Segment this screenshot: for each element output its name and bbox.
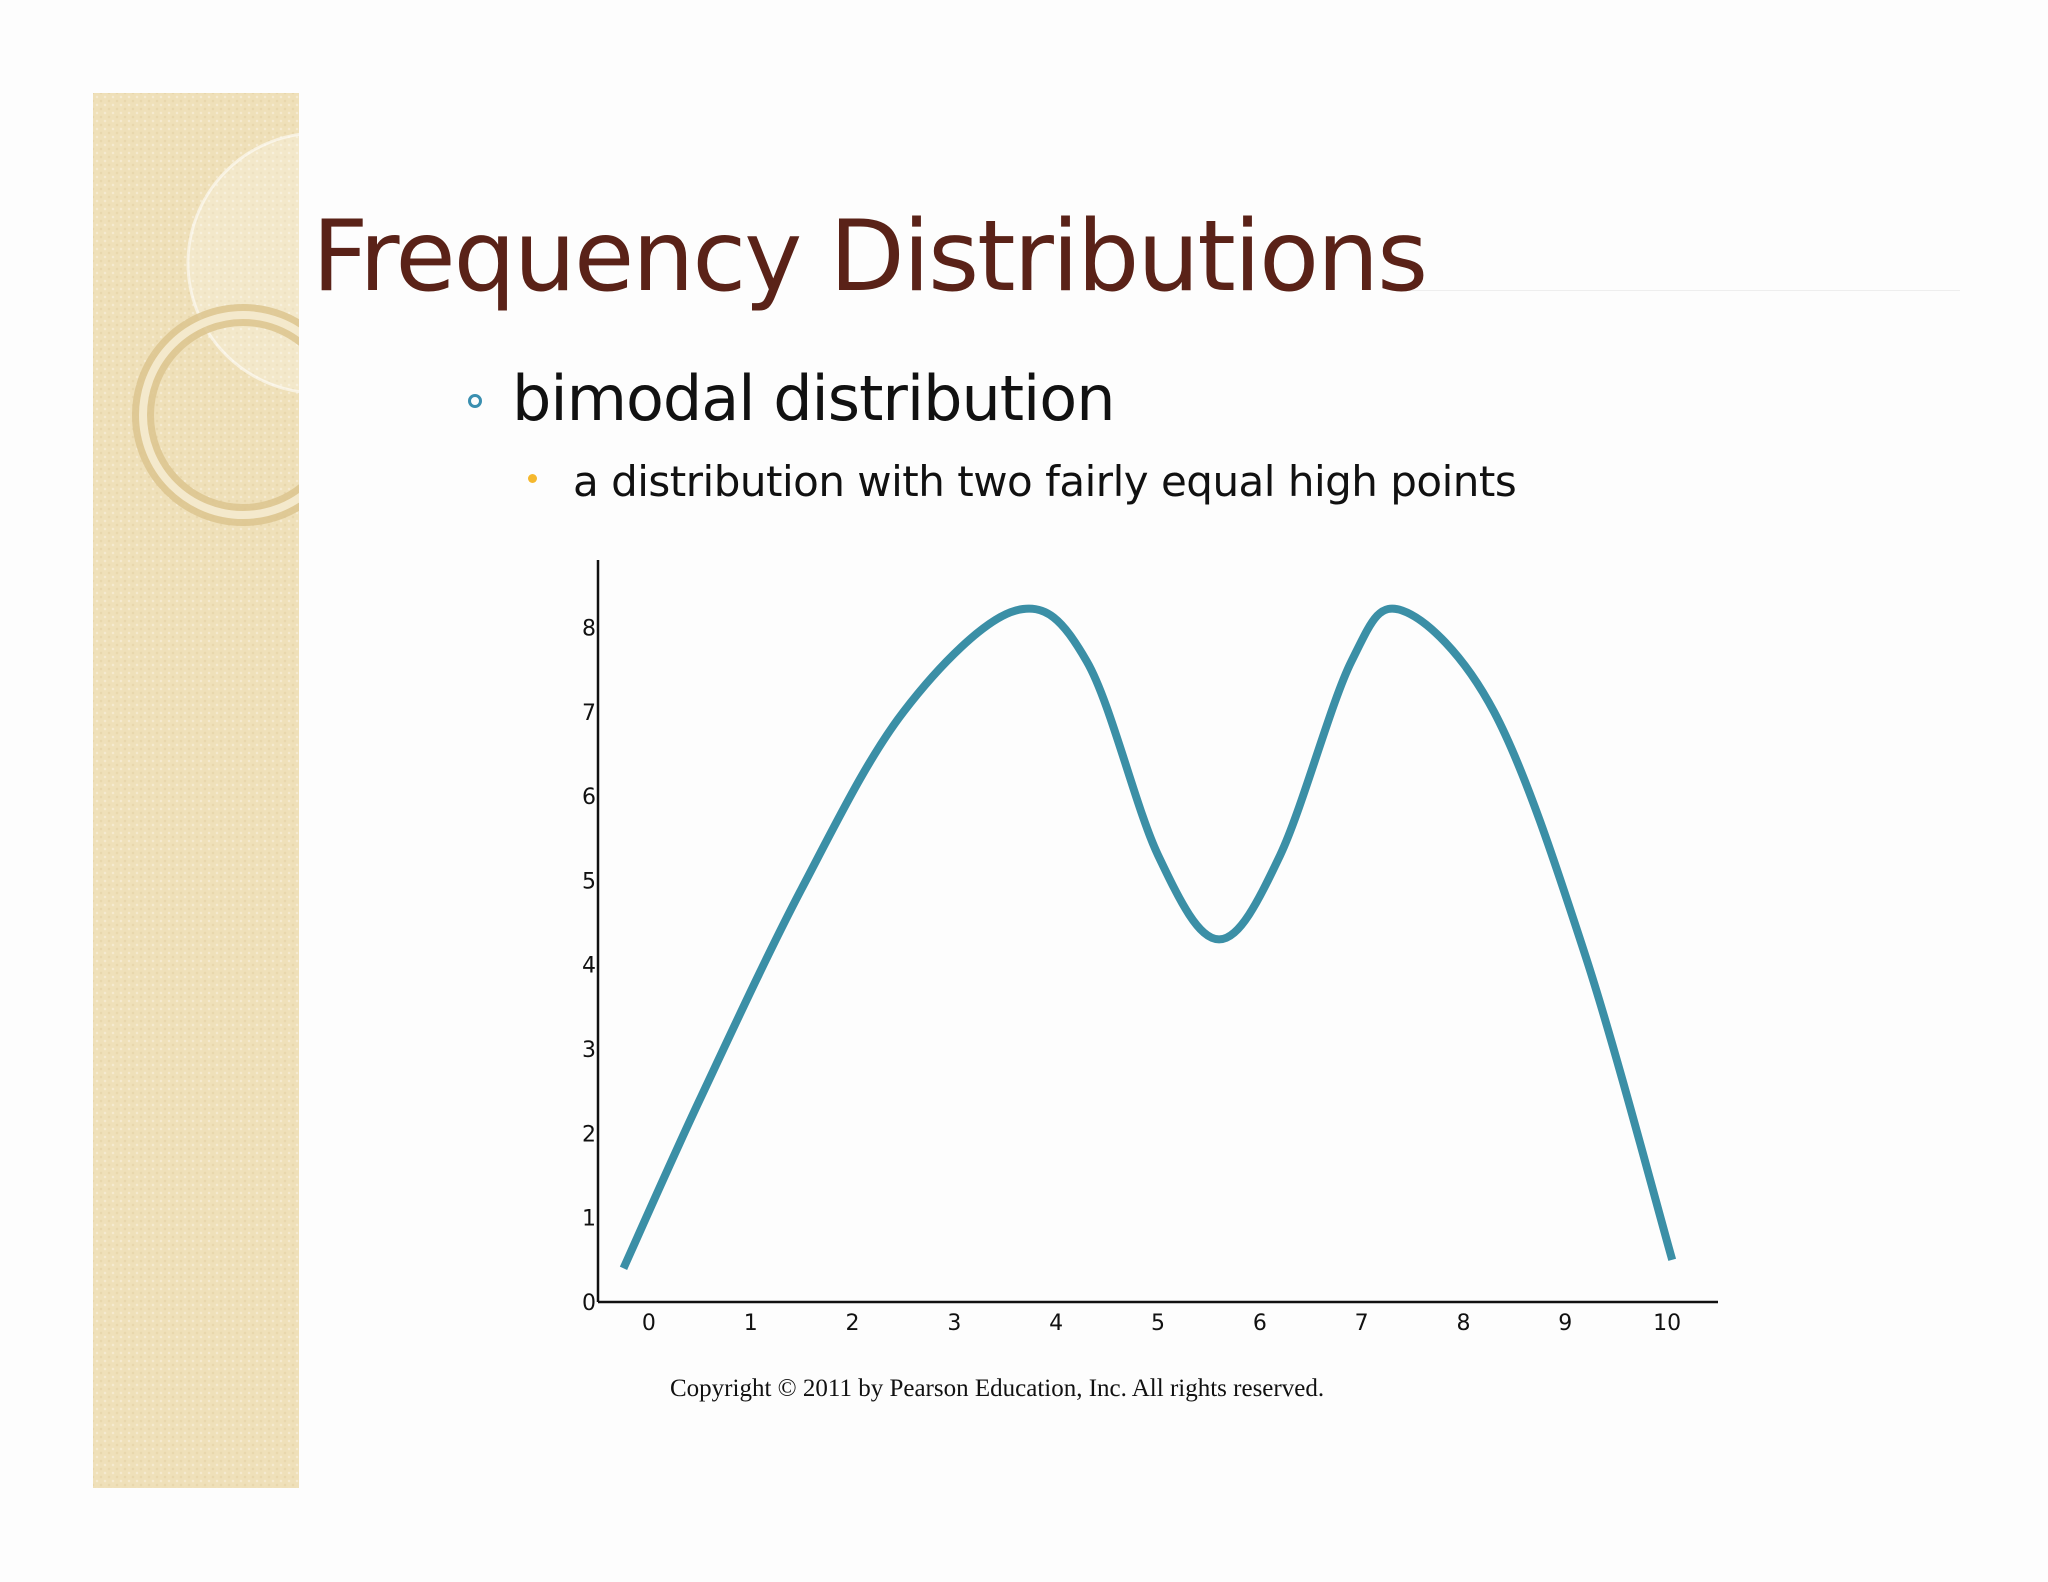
y-tick-label: 5 bbox=[582, 869, 596, 894]
x-tick-label: 8 bbox=[1456, 1311, 1470, 1336]
hollow-circle-bullet-icon bbox=[468, 394, 482, 408]
dot-bullet-icon bbox=[528, 474, 537, 483]
decorative-side-panel bbox=[93, 93, 299, 1488]
y-tick-label: 0 bbox=[582, 1291, 596, 1316]
x-tick-label: 10 bbox=[1653, 1311, 1681, 1336]
bullet-level1: bimodal distribution bbox=[468, 362, 1115, 435]
x-tick-label: 2 bbox=[846, 1311, 860, 1336]
y-tick-label: 4 bbox=[582, 954, 596, 979]
slide-title: Frequency Distributions bbox=[312, 200, 1426, 314]
bullet-level1-text: bimodal distribution bbox=[512, 362, 1115, 435]
decorative-rings bbox=[93, 93, 299, 1488]
x-tick-label: 5 bbox=[1151, 1311, 1165, 1336]
x-tick-label: 9 bbox=[1558, 1311, 1572, 1336]
x-tick-label: 4 bbox=[1049, 1311, 1063, 1336]
y-tick-label: 1 bbox=[582, 1207, 596, 1232]
bimodal-line-chart: 0 1 2 3 4 5 6 7 8 0 1 2 3 4 5 6 7 8 9 10 bbox=[560, 540, 1740, 1340]
title-rule bbox=[1400, 290, 1960, 291]
y-tick-label: 2 bbox=[582, 1122, 596, 1147]
y-tick-label: 3 bbox=[582, 1038, 596, 1063]
x-tick-label: 7 bbox=[1355, 1311, 1369, 1336]
x-tick-label: 0 bbox=[642, 1311, 656, 1336]
x-tick-label: 6 bbox=[1253, 1311, 1267, 1336]
bullet-level2-text: a distribution with two fairly equal hig… bbox=[573, 457, 1516, 506]
y-tick-label: 6 bbox=[582, 785, 596, 810]
y-tick-label: 8 bbox=[582, 616, 596, 641]
bullet-level2: a distribution with two fairly equal hig… bbox=[528, 457, 1516, 506]
x-tick-label: 3 bbox=[947, 1311, 961, 1336]
y-tick-label: 7 bbox=[582, 701, 596, 726]
series-line-0 bbox=[624, 609, 1673, 1269]
x-tick-label: 1 bbox=[744, 1311, 758, 1336]
copyright-notice: Copyright © 2011 by Pearson Education, I… bbox=[670, 1375, 1324, 1403]
